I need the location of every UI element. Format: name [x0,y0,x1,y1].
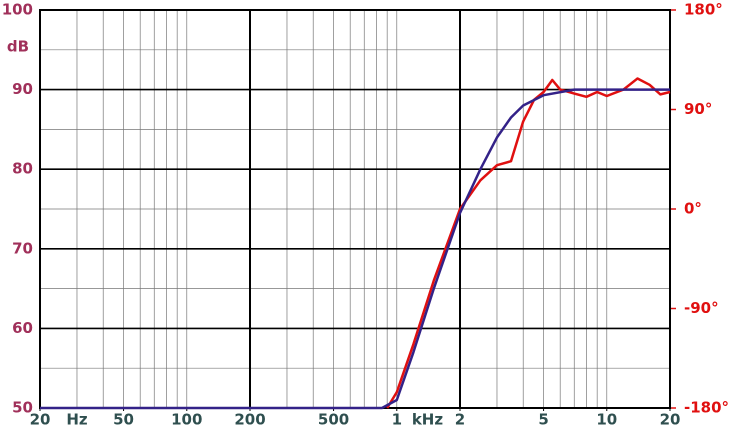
x-tick-label: 50 [113,411,134,429]
x-tick-label: 1 [392,411,402,429]
x-unit-label: kHz [412,411,444,429]
y2-tick-label: 180° [684,1,723,19]
x-tick-label: 100 [171,411,202,429]
y-axis-label: dB [7,38,29,56]
x-tick-label: 500 [318,411,349,429]
x-tick-label: 10 [596,411,617,429]
y2-tick-label: -180° [684,399,729,417]
x-tick-label: 200 [234,411,265,429]
x-tick-label: 20 [30,411,51,429]
line-series [386,77,671,409]
x-tick-label: 5 [538,411,548,429]
y-tick-label: 90 [12,80,33,98]
y-tick-label: 80 [12,160,33,178]
y-tick-label: 70 [12,239,33,257]
y-tick-label: 50 [12,399,33,417]
x-tick-label: 20 [660,411,681,429]
y2-tick-label: 90° [684,100,712,118]
y-tick-label: 100 [2,1,33,19]
x-unit-label: Hz [66,411,88,429]
y2-tick-label: 0° [684,200,702,218]
x-tick-label: 2 [455,411,465,429]
line-series [40,88,670,410]
y-tick-label: 60 [12,319,33,337]
y2-tick-label: -90° [684,299,719,317]
